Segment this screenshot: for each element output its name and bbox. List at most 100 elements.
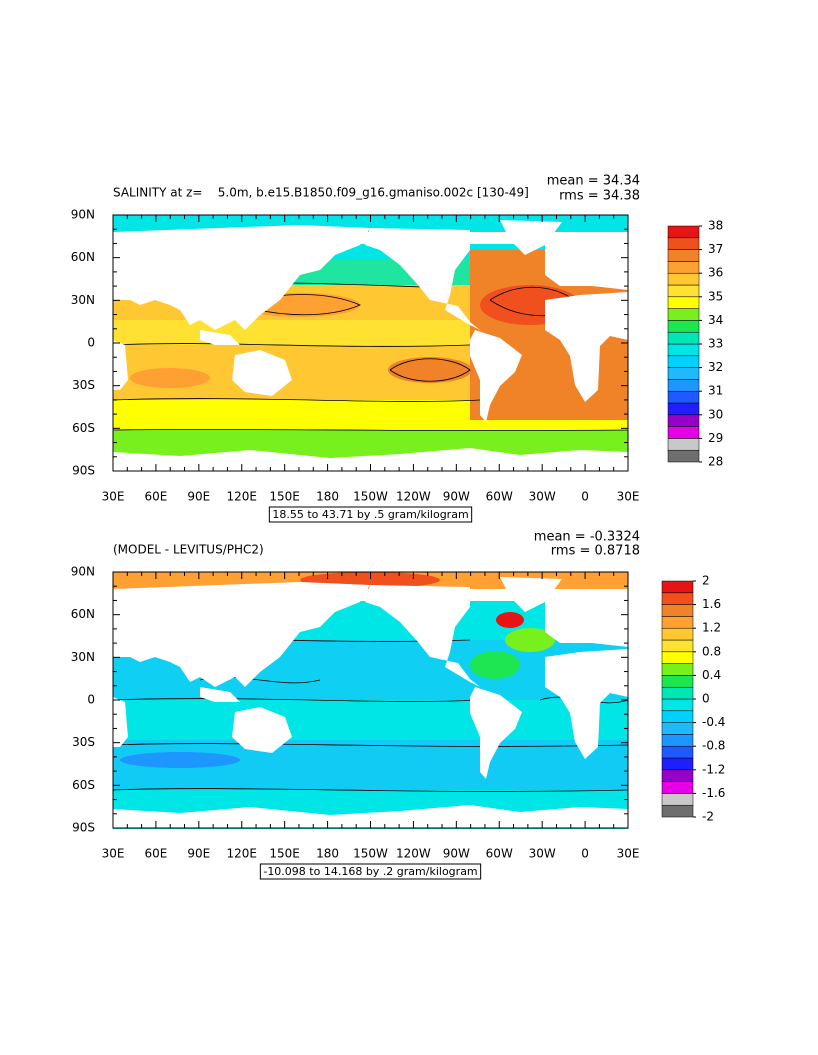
colorbar-box — [661, 627, 694, 641]
colorbar-box — [667, 308, 700, 321]
colorbar-box — [661, 651, 694, 664]
colorbar-label: 36 — [708, 266, 723, 280]
y-tick-label: 60N — [71, 250, 95, 264]
colorbar-label: 2 — [702, 574, 710, 588]
colorbar-box — [661, 769, 694, 782]
colorbar-label: -0.4 — [702, 715, 725, 729]
colorbar-box — [667, 449, 700, 463]
y-tick-label: 60S — [72, 421, 95, 435]
colorbar-label: 28 — [708, 455, 723, 469]
colorbar-box — [667, 355, 700, 368]
colorbar-box — [667, 426, 700, 439]
y-tick-label: 60S — [72, 778, 95, 792]
x-tick-label: 30E — [102, 847, 125, 861]
mean-label: mean = 34.34 — [547, 174, 640, 189]
colorbar-box — [667, 331, 700, 345]
colorbar-box — [661, 734, 694, 747]
colorbar-label: 0.8 — [702, 644, 721, 658]
colorbar-box — [661, 804, 694, 818]
panel-title: (MODEL - LEVITUS/PHC2) — [113, 543, 264, 557]
y-tick-label: 30S — [72, 735, 95, 749]
colorbar-box — [667, 237, 700, 250]
x-tick-label: 180 — [316, 490, 339, 504]
colorbar-box — [661, 663, 694, 676]
colorbar-label: 35 — [708, 289, 723, 303]
colorbar-box — [661, 639, 694, 653]
contour-info: -10.098 to 14.168 by .2 gram/kilogram — [263, 865, 477, 878]
colorbar-box — [667, 284, 700, 298]
colorbar-label: 30 — [708, 407, 723, 421]
x-tick-label: 60W — [486, 847, 513, 861]
colorbar-box — [667, 261, 700, 274]
colorbar-box — [661, 710, 694, 723]
x-tick-label: 60E — [144, 490, 167, 504]
x-tick-label: 120W — [396, 490, 431, 504]
x-tick-label: 60W — [486, 490, 513, 504]
rms-label: rms = 34.38 — [559, 189, 640, 204]
colorbar-box — [661, 686, 694, 700]
colorbar-label: 0.4 — [702, 668, 721, 682]
x-tick-label: 30E — [617, 847, 640, 861]
colorbar-box — [667, 296, 700, 309]
colorbar-box — [667, 249, 700, 262]
colorbar-label: 34 — [708, 313, 723, 327]
colorbar-label: 32 — [708, 360, 723, 374]
y-tick-label: 30N — [71, 293, 95, 307]
colorbar-box — [661, 592, 694, 605]
x-tick-label: 30W — [529, 490, 556, 504]
x-tick-label: 30W — [529, 847, 556, 861]
x-tick-label: 150E — [269, 490, 300, 504]
colorbar-box — [661, 675, 694, 688]
colorbar-box — [667, 379, 700, 392]
colorbar-box — [667, 402, 700, 416]
x-tick-label: 180 — [316, 847, 339, 861]
colorbar-label: 1.6 — [702, 597, 721, 611]
colorbar-box — [661, 757, 694, 771]
colorbar-label: 31 — [708, 384, 723, 398]
colorbar-box — [661, 604, 694, 617]
x-tick-label: 120E — [227, 490, 258, 504]
y-tick-label: 90S — [72, 821, 95, 835]
x-tick-label: 150W — [353, 490, 388, 504]
colorbar-box — [667, 390, 700, 404]
colorbar-label: -1.2 — [702, 762, 725, 776]
y-tick-label: 0 — [87, 336, 95, 350]
x-tick-label: 150W — [353, 847, 388, 861]
colorbar-label: 37 — [708, 242, 723, 256]
x-tick-label: 150E — [269, 847, 300, 861]
y-tick-label: 90S — [72, 464, 95, 478]
colorbar-box — [661, 616, 694, 629]
contour-info-box — [259, 863, 482, 880]
x-tick-label: 120W — [396, 847, 431, 861]
colorbar-box — [667, 320, 700, 333]
colorbar-box — [661, 698, 694, 712]
y-tick-label: 30N — [71, 650, 95, 664]
colorbar-box — [667, 225, 700, 239]
x-tick-label: 90E — [187, 490, 210, 504]
x-tick-label: 30E — [617, 490, 640, 504]
x-tick-label: 90E — [187, 847, 210, 861]
x-tick-label: 90W — [443, 490, 470, 504]
contour-info: 18.55 to 43.71 by .5 gram/kilogram — [272, 508, 468, 521]
colorbar-box — [661, 793, 694, 806]
contour-info-box — [268, 506, 473, 523]
colorbar-box — [667, 367, 700, 380]
map-field — [113, 572, 628, 829]
colorbar-box — [667, 438, 700, 451]
x-tick-label: 60E — [144, 847, 167, 861]
colorbar-label: -0.8 — [702, 739, 725, 753]
x-tick-label: 90W — [443, 847, 470, 861]
rms-label: rms = 0.8718 — [551, 544, 640, 559]
y-tick-label: 60N — [71, 607, 95, 621]
colorbar-box — [667, 343, 700, 357]
y-tick-label: 90N — [71, 208, 95, 222]
colorbar-label: -2 — [702, 810, 714, 824]
colorbar-label: 38 — [708, 219, 723, 233]
panel-title: SALINITY at z= 5.0m, b.e15.B1850.f09_g16… — [113, 186, 529, 200]
mean-label: mean = -0.3324 — [534, 530, 640, 545]
x-tick-label: 0 — [581, 490, 589, 504]
colorbar-label: 1.2 — [702, 621, 721, 635]
x-tick-label: 120E — [227, 847, 258, 861]
colorbar-box — [667, 272, 700, 286]
colorbar-label: 0 — [702, 692, 710, 706]
